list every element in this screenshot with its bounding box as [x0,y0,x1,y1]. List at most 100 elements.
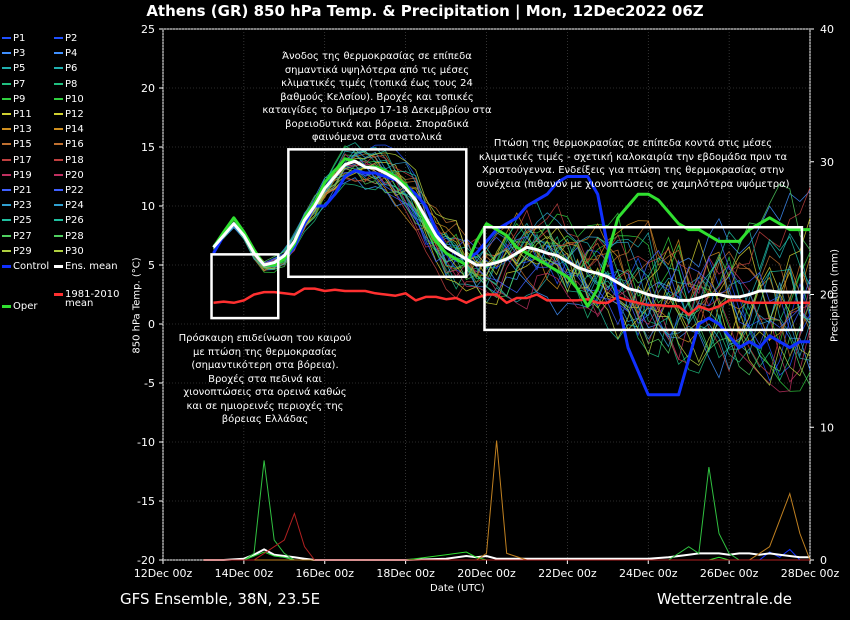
precip-line-p8 [203,460,810,561]
legend-swatch [2,158,11,161]
legend-swatch [54,113,63,115]
legend-item-p19: P19 [2,169,32,182]
legend-item-p23: P23 [2,199,32,212]
y-tick-label: 15 [141,141,155,154]
x-tick-label: 22Dec 00z [538,567,597,580]
legend-item-p22: P22 [54,184,84,197]
legend-item-p30: P30 [54,245,84,258]
legend-label: P14 [65,124,84,136]
legend-label: P23 [13,200,32,212]
x-tick-label: 20Dec 00z [457,567,516,580]
annotation-cooling: Πτώση της θερμοκρασίας σε επίπεδα κοντά … [468,137,798,191]
legend-item-p5: P5 [2,62,25,75]
legend-swatch [2,113,11,115]
legend-item-p13: P13 [2,123,32,136]
member-line-p4 [213,156,811,379]
legend-label: P2 [65,33,78,44]
annotation-line: βόρειας Ελλάδας [221,414,309,425]
annotation-line: κλιματικές τιμές (τοπικά έως τους 24 [281,78,473,89]
legend-label: P16 [65,139,84,151]
legend-item-p26: P26 [54,214,84,227]
legend-item-p7: P7 [2,78,25,91]
legend-item-p11: P11 [2,108,32,121]
y-tick-label: 20 [141,82,155,95]
legend-label: P10 [65,93,84,105]
highlight-box-deterioration [210,253,280,320]
legend-swatch [54,67,63,70]
legend-item-p29: P29 [2,245,32,258]
legend-label: Oper [13,301,38,312]
annotation-line: Βροχές στα πεδινά και [208,373,322,385]
legend-item-p10: P10 [54,93,84,106]
legend-label: P22 [65,185,84,196]
legend-swatch [2,143,11,146]
legend-label: P6 [65,63,78,75]
legend-item-p24: P24 [54,199,84,212]
highlight-box-warm-spell [287,148,468,279]
annotation-line: καταιγίδες το διήμερο 17-18 Δεκεμβρίου σ… [262,105,492,116]
legend-swatch [54,219,63,222]
legend-label: P3 [13,48,26,60]
y2-tick-label: 20 [820,289,834,302]
series-line-ens-mean [212,159,810,302]
highlight-box-cooling [483,225,804,332]
legend-label: P1 [13,33,26,44]
y2-tick-label: 10 [820,421,834,434]
legend-swatch [54,37,63,39]
legend-swatch [54,52,63,55]
x-tick-label: 26Dec 00z [700,567,759,580]
legend-label: P5 [13,63,26,75]
legend-swatch [2,264,11,268]
annotation-line: κλιματικές τιμές - σχετική καλοκαιρία τη… [478,151,788,163]
legend-item-control: Control [2,260,49,273]
legend-swatch [54,97,63,100]
legend-item-p8: P8 [54,78,77,91]
y-tick-label: 0 [148,318,155,331]
annotation-warm-spell: Άνοδος της θερμοκρασίας σε επίπεδα σημαντ… [262,50,492,145]
y2-tick-label: 0 [820,554,827,567]
legend-item-p17: P17 [2,154,32,167]
legend-swatch [54,82,63,85]
legend-item-p21: P21 [2,184,32,197]
legend-swatch [2,37,11,39]
member-line-p27 [213,164,811,317]
source-credit: Wetterzentrale.de [656,590,792,608]
legend-label: P7 [13,78,26,90]
y2-axis-label: Precipitation (mm) [829,249,841,342]
annotation-line: χιονοπτώσεις στα ορεινά καθώς [183,387,347,398]
legend-item-p3: P3 [2,47,25,60]
legend-swatch [2,97,11,100]
legend-swatch [54,143,63,146]
model-info: GFS Ensemble, 38N, 23.5E [120,590,321,608]
annotation-line: βορειοδυτικά και βόρεια. Σποραδικά [285,118,469,130]
series-line-oper [212,157,810,308]
legend-item-p9: P9 [2,93,25,106]
member-line-p11 [213,166,811,331]
legend-swatch [2,52,11,55]
legend-swatch [54,234,63,237]
legend-label-climate-line2: mean [65,298,94,309]
legend-label: P24 [65,200,84,212]
legend-swatch [2,67,11,70]
legend-swatch [2,249,11,252]
y-axis-label: 850 hPa Temp. (°C) [131,257,143,354]
precip-line-ens-mean [203,548,810,561]
member-line-p23 [213,165,811,371]
legend-swatch [2,128,11,131]
annotation-line: σημαντικά υψηλότερα από τις μέσες [284,64,470,76]
y-tick-label: 25 [141,23,155,36]
legend-item-p15: P15 [2,138,32,151]
legend-swatch [2,234,11,237]
legend-label: P19 [13,169,32,181]
legend-label: P26 [65,215,84,227]
legend-swatch [2,204,11,207]
member-line-p29 [213,152,811,387]
legend-label: P15 [13,139,32,151]
annotation-line: Χριστούγεννα. Ενδείξεις για πτώση της θε… [481,165,785,176]
legend-label: P30 [65,245,84,257]
y-tick-label: 10 [141,200,155,213]
y-tick-label: -5 [144,377,155,390]
legend-label: P21 [13,185,32,196]
legend-item-p1: P1 [2,32,25,45]
